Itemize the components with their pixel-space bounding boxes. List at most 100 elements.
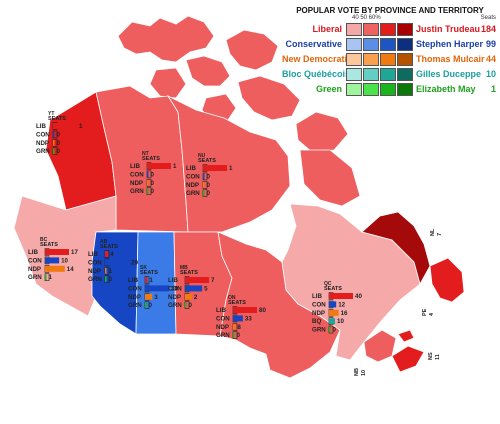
seat-count: 0 bbox=[151, 180, 155, 187]
party-abbrev: LIB bbox=[130, 163, 140, 170]
atlantic-label-pe: PE 4 bbox=[422, 308, 435, 316]
legend-swatch bbox=[346, 53, 362, 66]
legend-swatch bbox=[380, 38, 396, 51]
party-abbrev: CON bbox=[28, 257, 42, 264]
seat-count: 0 bbox=[207, 182, 211, 189]
legend-swatch bbox=[346, 68, 362, 81]
party-abbrev: GRN bbox=[312, 327, 326, 334]
province-abbrev: ON bbox=[228, 295, 236, 301]
legend-seats-header: Seats bbox=[480, 15, 496, 21]
legend-swatch bbox=[363, 53, 379, 66]
seat-bar bbox=[53, 139, 55, 146]
seat-count: 10 bbox=[171, 285, 178, 292]
seat-bar bbox=[147, 188, 149, 195]
seat-bar bbox=[329, 309, 339, 316]
seat-bar bbox=[203, 173, 205, 180]
party-abbrev: NDP bbox=[216, 324, 229, 331]
party-abbrev: LIB bbox=[312, 293, 322, 300]
seat-bar bbox=[147, 171, 149, 178]
legend-swatch bbox=[397, 23, 413, 36]
seats-header: SEATS bbox=[228, 300, 246, 306]
seat-bar bbox=[45, 274, 47, 281]
region-nova-scotia bbox=[391, 345, 425, 373]
seat-bar bbox=[203, 181, 205, 188]
seat-bar bbox=[203, 190, 205, 197]
party-abbrev: GRN bbox=[168, 302, 182, 309]
seat-count: 0 bbox=[149, 302, 153, 309]
atlantic-label-nl: NL 7 bbox=[430, 228, 443, 236]
legend-party-name: New Democratic bbox=[282, 54, 353, 64]
party-abbrev: NDP bbox=[88, 268, 101, 275]
seat-count: 0 bbox=[207, 190, 211, 197]
legend-swatches bbox=[346, 68, 414, 81]
party-abbrev: CON bbox=[216, 315, 230, 322]
legend-row: Conservative Stephen Harper 99 bbox=[282, 38, 498, 52]
party-abbrev: LIB bbox=[88, 251, 98, 258]
seats-header: SEATS bbox=[180, 270, 198, 276]
seat-bar bbox=[145, 277, 148, 283]
seat-count: 12 bbox=[338, 301, 345, 308]
legend-leader-name: Thomas Mulcair bbox=[416, 54, 485, 64]
seat-count: 0 bbox=[333, 327, 337, 334]
seat-count: 0 bbox=[109, 276, 113, 283]
legend-swatch bbox=[380, 83, 396, 96]
legend-swatch bbox=[397, 38, 413, 51]
seat-count: 80 bbox=[259, 307, 266, 314]
legend-row: Bloc Québécois Gilles Duceppe 10 bbox=[282, 68, 498, 82]
seat-count: 1 bbox=[109, 268, 113, 275]
seat-bar bbox=[105, 259, 129, 266]
seat-bar bbox=[105, 276, 107, 283]
legend-swatches bbox=[346, 23, 414, 36]
legend-party-name: Green bbox=[315, 84, 342, 94]
party-abbrev: LIB bbox=[216, 307, 226, 314]
party-abbrev: CON bbox=[36, 131, 50, 138]
seat-count: 5 bbox=[204, 285, 208, 292]
seat-count: 0 bbox=[151, 171, 155, 178]
seat-bar bbox=[53, 131, 55, 138]
party-abbrev: NDP bbox=[28, 266, 41, 273]
seat-bar bbox=[329, 293, 353, 299]
seat-bar bbox=[185, 293, 192, 300]
party-abbrev: GRN bbox=[130, 188, 144, 195]
seat-count: 10 bbox=[337, 318, 344, 325]
legend-range-label: 40 50 60% bbox=[352, 15, 381, 21]
seat-count: 17 bbox=[71, 249, 78, 256]
seat-bar bbox=[45, 265, 65, 272]
seat-bar bbox=[233, 332, 235, 339]
party-abbrev: NDP bbox=[36, 140, 49, 147]
legend-seat-count: 99 bbox=[485, 39, 496, 49]
region-pei bbox=[397, 329, 415, 343]
seat-bar bbox=[185, 277, 209, 283]
legend-swatch bbox=[346, 83, 362, 96]
hudson-bay bbox=[222, 204, 296, 262]
legend-party-name: Conservative bbox=[285, 39, 342, 49]
arctic-archipelago bbox=[117, 15, 349, 153]
legend-row: Green Elizabeth May 1 bbox=[282, 83, 498, 97]
legend-swatch bbox=[363, 23, 379, 36]
seat-count: 16 bbox=[341, 310, 348, 317]
seat-count: 14 bbox=[67, 266, 74, 273]
legend-leader-name: Stephen Harper bbox=[416, 39, 484, 49]
province-abbrev: NT bbox=[142, 151, 149, 157]
province-abbrev: NB bbox=[354, 368, 360, 376]
legend-swatch bbox=[363, 38, 379, 51]
legend-swatch bbox=[346, 38, 362, 51]
party-abbrev: LIB bbox=[168, 277, 178, 284]
legend-swatch bbox=[363, 83, 379, 96]
party-abbrev: LIB bbox=[186, 165, 196, 172]
region-newfoundland bbox=[429, 257, 465, 303]
province-abbrev: MB bbox=[180, 265, 188, 271]
province-abbrev: AB bbox=[100, 239, 108, 245]
seat-count: 29 bbox=[131, 259, 138, 266]
legend-range-row: 40 50 60% Seats bbox=[282, 15, 498, 23]
seat-count: 3 bbox=[154, 294, 158, 301]
legend-leader-name: Justin Trudeau bbox=[416, 24, 481, 34]
party-abbrev: NDP bbox=[128, 294, 141, 301]
province-abbrev: BC bbox=[40, 237, 48, 243]
region-labrador bbox=[361, 211, 431, 286]
party-abbrev: CON bbox=[128, 285, 142, 292]
